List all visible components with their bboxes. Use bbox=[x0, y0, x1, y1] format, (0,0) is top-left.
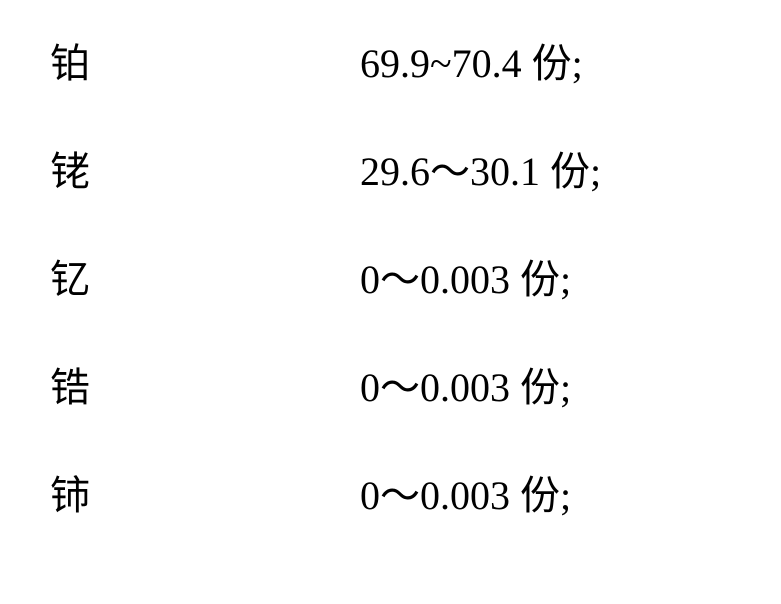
composition-table: 铂 69.9~70.4 份; 铑 29.6～30.1 份; 钇 0～0.003 … bbox=[0, 0, 781, 604]
element-label: 铂 bbox=[50, 40, 360, 88]
element-label: 铈 bbox=[50, 472, 360, 520]
element-value: 0～0.003 份; bbox=[360, 472, 751, 520]
table-row: 铈 0～0.003 份; bbox=[50, 472, 751, 520]
element-value: 0～0.003 份; bbox=[360, 256, 751, 304]
element-value: 29.6～30.1 份; bbox=[360, 148, 751, 196]
element-label: 锆 bbox=[50, 364, 360, 412]
table-row: 铑 29.6～30.1 份; bbox=[50, 148, 751, 196]
element-value: 0～0.003 份; bbox=[360, 364, 751, 412]
element-label: 铑 bbox=[50, 148, 360, 196]
table-row: 锆 0～0.003 份; bbox=[50, 364, 751, 412]
element-value: 69.9~70.4 份; bbox=[360, 40, 751, 88]
table-row: 铂 69.9~70.4 份; bbox=[50, 40, 751, 88]
element-label: 钇 bbox=[50, 256, 360, 304]
table-row: 钇 0～0.003 份; bbox=[50, 256, 751, 304]
